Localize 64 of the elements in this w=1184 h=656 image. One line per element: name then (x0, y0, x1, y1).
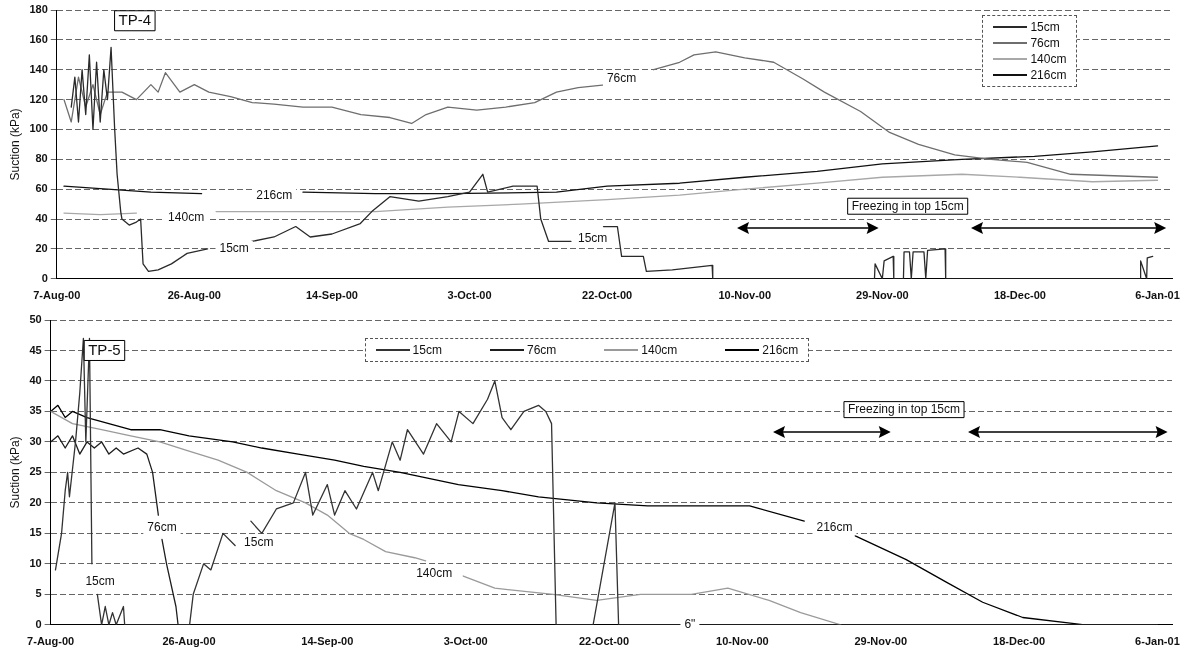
y-tick-label: 140 (29, 62, 48, 75)
x-tick-label: 29-Nov-00 (854, 635, 908, 648)
x-tick-label: 26-Aug-00 (167, 289, 221, 302)
y-tick-label: 160 (29, 32, 48, 45)
y-axis-title: Suction (kPa) (7, 108, 22, 181)
x-tick-label: 26-Aug-00 (162, 635, 216, 648)
legend-label: 216cm (1030, 68, 1067, 83)
annotation: 140cm (416, 565, 453, 580)
legend-label: 140cm (1030, 52, 1067, 67)
y-tick-label: 30 (29, 434, 42, 447)
x-tick-label: 22-Oct-00 (578, 635, 630, 648)
legend-label: 76cm (526, 343, 557, 358)
legend-label: 15cm (412, 343, 442, 358)
x-tick-label: 10-Nov-00 (718, 289, 772, 302)
annotation: 15cm (244, 534, 274, 549)
y-tick-label: 15 (29, 526, 42, 539)
annotation: 15cm (85, 574, 115, 589)
annotation: 216cm (256, 187, 293, 202)
y-tick-label: 40 (29, 373, 42, 386)
legend-label: 140cm (641, 343, 678, 358)
annotation: 76cm (147, 519, 177, 534)
y-tick-label: 50 (29, 313, 42, 326)
x-tick-label: 6-Jan-01 (1135, 289, 1180, 302)
y-tick-label: 10 (29, 556, 42, 569)
x-tick-label: 6-Jan-01 (1135, 635, 1180, 648)
x-tick-label: 3-Oct-00 (443, 635, 488, 648)
y-tick-label: 60 (35, 182, 48, 195)
annotation: 140cm (168, 209, 205, 224)
y-tick-label: 20 (29, 495, 42, 508)
y-tick-label: 0 (35, 617, 42, 630)
y-tick-label: 180 (29, 3, 48, 16)
y-tick-label: 45 (29, 343, 42, 356)
x-tick-label: 29-Nov-00 (856, 289, 909, 302)
legend-label: 216cm (762, 343, 799, 358)
legend-label: 15cm (1030, 20, 1060, 35)
annotation: Freezing in top 15cm (847, 401, 961, 416)
y-tick-label: 80 (35, 152, 48, 165)
annotation: 15cm (577, 230, 608, 245)
annotation: 6" (684, 617, 696, 632)
annotation: TP-5 (88, 340, 121, 358)
x-tick-label: 14-Sep-00 (301, 635, 354, 648)
x-tick-label: 10-Nov-00 (716, 635, 769, 648)
annotation: 76cm (606, 71, 637, 86)
y-tick-label: 100 (29, 122, 48, 135)
x-tick-label: 7-Aug-00 (27, 635, 75, 648)
annotation: 15cm (219, 241, 249, 256)
y-tick-label: 5 (35, 587, 42, 600)
x-tick-label: 3-Oct-00 (447, 289, 492, 302)
y-tick-label: 35 (29, 404, 42, 417)
y-tick-label: 120 (29, 92, 48, 105)
y-tick-label: 20 (35, 241, 48, 254)
y-tick-label: 25 (29, 465, 42, 478)
x-tick-label: 22-Oct-00 (582, 289, 633, 302)
annotation: TP-4 (118, 10, 152, 28)
x-tick-label: 18-Dec-00 (993, 635, 1046, 648)
x-tick-label: 14-Sep-00 (305, 289, 358, 302)
y-tick-label: 40 (35, 212, 48, 225)
annotation: 216cm (816, 519, 853, 534)
x-tick-label: 18-Dec-00 (993, 289, 1046, 302)
annotation: Freezing in top 15cm (851, 198, 964, 213)
x-tick-label: 7-Aug-00 (33, 289, 81, 302)
y-tick-label: 0 (41, 271, 48, 284)
legend-label: 76cm (1030, 36, 1060, 51)
y-axis-title: Suction (kPa) (7, 436, 22, 509)
